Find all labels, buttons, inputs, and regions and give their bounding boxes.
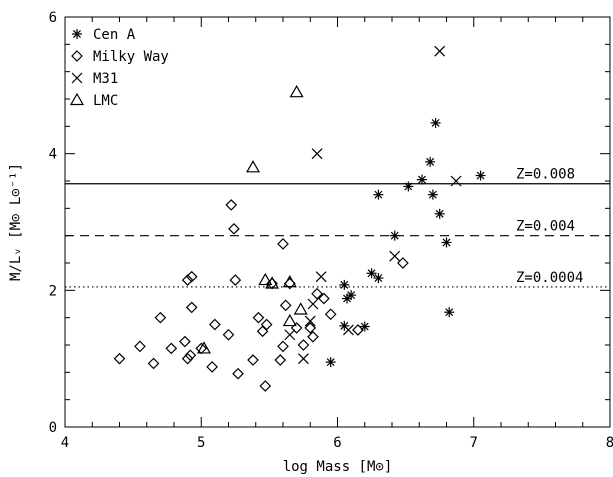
data-point-milky-way [209,318,221,331]
data-point-milky-way [154,311,167,324]
data-point-m31 [304,315,316,327]
legend-label-milky-way: Milky Way [93,49,169,65]
data-point-cen-a [373,273,384,284]
data-point-milky-way [307,330,319,343]
data-point-m31 [389,250,401,262]
data-point-milky-way [222,328,235,341]
x-tick-label: 5 [197,435,205,451]
data-point-milky-way [184,349,197,362]
data-point-cen-a [359,321,370,332]
data-points [113,45,486,392]
data-point-milky-way [260,318,273,331]
data-point-milky-way [304,322,317,334]
data-point-cen-a [416,174,427,185]
data-point-lmc [293,302,308,315]
legend-label-cen-a: Cen A [93,27,136,43]
y-tick-label: 4 [49,147,57,163]
reference-line-label: Z=0.0004 [516,270,583,286]
x-tick-label: 8 [606,435,613,451]
data-point-milky-way [185,270,198,283]
data-point-cen-a [425,156,436,167]
data-point-milky-way [318,292,330,305]
data-point-milky-way [181,352,194,365]
data-point-cen-a [325,357,336,368]
data-point-milky-way [311,287,323,300]
legend-label-m31: M31 [93,71,118,87]
data-point-m31 [298,353,309,365]
data-point-m31 [450,175,462,187]
data-point-milky-way [228,222,240,235]
y-tick-label: 2 [49,283,57,299]
data-point-milky-way [181,274,194,286]
legend-marker-lmc [69,92,85,106]
data-point-milky-way [274,354,287,366]
data-point-cen-a [444,307,455,318]
data-point-lmc [265,276,280,289]
data-point-cen-a [403,181,414,192]
data-point-lmc [196,341,212,354]
data-point-lmc [245,160,261,173]
data-point-milky-way [290,322,303,334]
y-tick-label: 0 [49,420,57,436]
data-point-milky-way [232,367,244,380]
data-point-milky-way [259,380,272,392]
data-point-milky-way [206,361,218,373]
data-point-cen-a [373,189,384,200]
data-point-milky-way [324,308,337,321]
data-point-lmc [289,84,304,98]
data-point-milky-way [352,324,364,336]
data-point-m31 [342,324,354,336]
legend-marker-m31 [71,72,83,84]
legend-marker-milky-way [71,50,83,62]
legend: Cen A Milky Way M31 LMC [69,27,169,109]
data-point-milky-way [134,340,146,353]
data-point-cen-a [475,170,486,181]
data-point-cen-a [346,290,357,301]
reference-line-label: Z=0.004 [516,219,575,235]
data-point-milky-way [113,352,126,365]
data-point-m31 [315,271,327,283]
data-point-cen-a [389,230,400,241]
x-tick-label: 7 [470,435,478,451]
data-point-milky-way [252,311,265,324]
data-point-milky-way [185,301,198,314]
y-tick-label: 6 [49,10,57,26]
x-axis-label: log Mass [M⊙] [283,459,393,475]
data-point-milky-way [397,257,409,269]
data-point-milky-way [165,342,178,355]
data-point-cen-a [441,237,452,248]
x-tick-label: 6 [333,435,341,451]
data-point-m31 [284,329,296,341]
plot-axes: 4 5 6 7 8 0 2 4 6 [49,10,613,451]
x-tick-label: 4 [61,435,69,451]
legend-label-lmc: LMC [93,93,118,109]
data-point-milky-way [229,274,242,286]
data-point-milky-way [297,339,310,351]
legend-marker-cen-a [72,29,82,39]
data-point-cen-a [434,208,445,219]
data-point-milky-way [277,340,289,353]
data-point-cen-a [430,117,441,128]
data-point-milky-way [277,238,289,250]
data-point-lmc [258,272,273,286]
data-point-cen-a [366,268,377,279]
data-point-lmc [282,274,297,288]
data-point-m31 [434,45,446,57]
y-axis-label: M/Lᵥ [M⊙ L⊙⁻¹] [8,163,24,281]
data-point-cen-a [339,279,350,290]
data-point-milky-way [279,299,292,312]
data-point-milky-way [225,199,238,211]
data-point-m31 [307,298,319,310]
data-point-milky-way [256,325,269,338]
reference-lines: Z=0.008 Z=0.004 Z=0.0004 [65,167,610,288]
data-point-cen-a [427,189,438,200]
reference-line-label: Z=0.008 [516,167,575,183]
data-point-milky-way [147,357,160,370]
data-point-m31 [311,148,323,160]
data-point-milky-way [179,335,191,348]
data-point-lmc [282,313,297,327]
data-point-milky-way [247,354,259,366]
